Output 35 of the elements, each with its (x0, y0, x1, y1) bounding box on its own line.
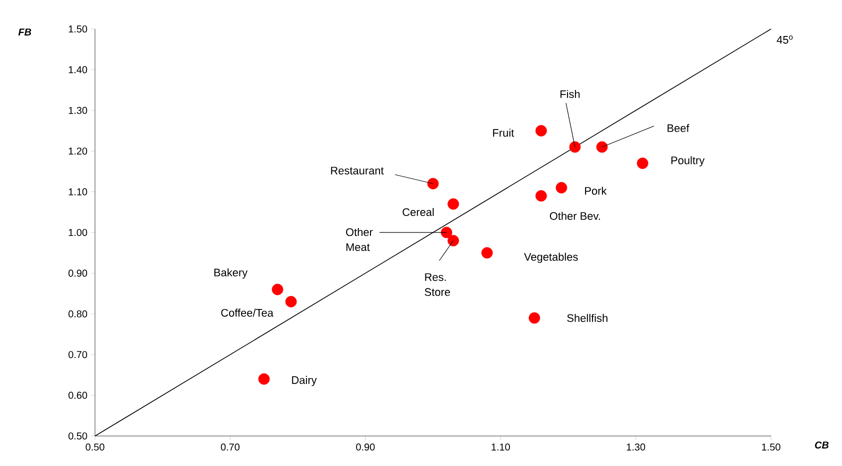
y-tick-label: 0.70 (68, 351, 88, 358)
x-tick-label: 0.50 (86, 444, 104, 451)
y-tick-label: 0.60 (68, 392, 88, 399)
x-tick-label: 1.10 (492, 444, 510, 451)
x-tick-label: 0.70 (220, 444, 240, 451)
y-tick-label: 1.30 (68, 106, 88, 114)
series-label: Coffee/Tea (221, 308, 274, 317)
y-tick-label: 1.10 (68, 188, 88, 196)
y-tick-label: 1.20 (68, 148, 88, 155)
text: Poultry (671, 156, 705, 166)
y-tick-label: 1.00 (68, 228, 88, 236)
x-tick-label: 0.90 (356, 444, 375, 451)
y-tick-label: 1.40 (68, 66, 88, 74)
series-label: Other Bev. (550, 212, 600, 220)
series-label: Pork (585, 186, 607, 195)
text: Restaurant (331, 166, 384, 174)
text: Fish (560, 90, 580, 98)
text: Beef (668, 124, 690, 132)
series-label: Fruit (493, 128, 514, 137)
annotation: 45$^{o}$ (776, 36, 793, 44)
y-tick-label: 0.50 (68, 432, 88, 440)
text: Bakery (214, 268, 248, 279)
series-label: Cereal (402, 208, 434, 216)
text: Shellfish (567, 314, 608, 322)
text: Dairy (292, 376, 317, 386)
text: Vegetables (524, 252, 578, 263)
x-tick-label: 1.50 (762, 444, 780, 451)
y-tick-label: 0.80 (68, 310, 88, 318)
x-tick-label: 1.30 (626, 444, 646, 451)
y-axis-title: FB (18, 28, 32, 36)
text: Res. Store (424, 273, 450, 296)
x-axis-title: CB (815, 442, 829, 449)
y-tick-label: 1.50 (68, 25, 88, 33)
y-tick-label: 0.90 (68, 270, 88, 277)
text: Other Meat (346, 228, 373, 251)
